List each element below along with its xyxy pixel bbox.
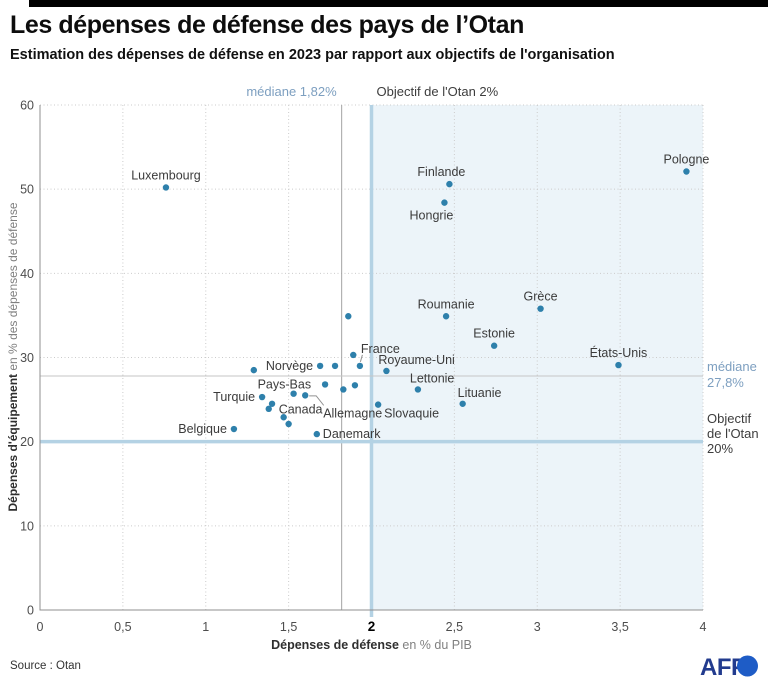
data-point xyxy=(442,313,450,320)
y-axis-title-rest: en % des dépenses de défense xyxy=(6,202,20,374)
target-y-label: Objectif de l'Otan 20% xyxy=(707,411,759,456)
data-point xyxy=(356,362,364,370)
target-y-label-line: de l'Otan xyxy=(707,426,759,441)
country-label: Pologne xyxy=(663,152,709,166)
data-point xyxy=(459,400,466,407)
x-axis-title: Dépenses de défense en % du PIB xyxy=(271,638,472,652)
y-tick-label: 0 xyxy=(27,604,34,618)
y-axis-title-bold: Dépenses d'équipement xyxy=(6,374,20,512)
y-tick-label: 30 xyxy=(20,351,34,365)
country-label: Lettonie xyxy=(410,371,455,385)
data-point xyxy=(374,401,382,408)
reference-annotations: médiane 1,82% Objectif de l'Otan 2% médian… xyxy=(246,84,758,456)
data-points xyxy=(162,168,690,438)
country-label: Hongrie xyxy=(410,209,454,223)
x-axis-title-rest: en % du PIB xyxy=(399,638,472,652)
axis-titles: Dépenses de défense en % du PIBDépenses … xyxy=(6,202,472,652)
data-point xyxy=(162,184,170,191)
country-label: Belgique xyxy=(178,422,227,436)
label-leader-line xyxy=(359,354,363,363)
country-label: Royaume-Uni xyxy=(378,353,454,367)
data-point xyxy=(446,180,453,188)
country-label: Allemagne xyxy=(323,406,382,420)
x-tick-label: 2 xyxy=(368,619,376,634)
data-point xyxy=(683,168,690,175)
country-label: France xyxy=(361,342,400,356)
data-point xyxy=(490,342,498,349)
country-label: Roumanie xyxy=(418,297,475,311)
country-label: Finlande xyxy=(417,165,465,179)
country-label: Danemark xyxy=(323,427,381,441)
data-point xyxy=(250,366,258,374)
top-black-bar xyxy=(29,0,768,7)
afp-logo-globe-icon xyxy=(737,655,758,677)
country-label: Pays-Bas xyxy=(258,377,312,391)
data-point xyxy=(331,362,339,370)
country-label: États-Unis xyxy=(590,345,648,360)
data-point xyxy=(285,420,292,428)
country-label: Slovaquie xyxy=(384,407,439,421)
x-tick-label: 4 xyxy=(700,620,707,634)
source-credit: Source : Otan xyxy=(10,660,81,672)
data-point xyxy=(230,425,238,433)
data-point xyxy=(441,199,448,206)
x-tick-label: 2,5 xyxy=(446,620,463,634)
y-tick-label: 20 xyxy=(20,435,34,449)
data-point xyxy=(340,386,347,393)
data-point xyxy=(313,430,321,438)
data-point xyxy=(321,381,329,388)
median-y-label: médiane 27,8% xyxy=(707,359,757,390)
data-point xyxy=(345,313,352,320)
label-leader-line xyxy=(309,395,325,406)
x-tick-label: 3 xyxy=(534,620,541,634)
x-tick-label: 0 xyxy=(37,620,44,634)
data-point xyxy=(615,361,622,369)
data-point xyxy=(316,362,324,370)
country-label: Turquie xyxy=(213,390,255,404)
country-label: Grèce xyxy=(524,290,558,304)
reference-lines xyxy=(40,105,703,617)
x-tick-label: 1,5 xyxy=(280,620,297,634)
axes xyxy=(39,105,703,611)
data-point xyxy=(268,400,276,407)
page-title: Les dépenses de défense des pays de l’Ot… xyxy=(10,11,524,39)
x-tick-label: 0,5 xyxy=(114,620,131,634)
tick-labels: 0 10 20 30 40 50 60 0 0,5 1 1,5 2 2,5 3 3,5 4 xyxy=(20,99,706,635)
target-y-label-line: Objectif xyxy=(707,411,751,426)
x-axis-title-bold: Dépenses de défense xyxy=(271,638,399,652)
chart-footer: Source : Otan AFP xyxy=(10,654,758,681)
page-subtitle: Estimation des dépenses de défense en 20… xyxy=(10,47,615,63)
country-label: Canada xyxy=(279,403,323,417)
country-label: Luxembourg xyxy=(131,168,201,182)
data-point xyxy=(350,351,357,359)
y-tick-label: 10 xyxy=(20,519,34,533)
data-point xyxy=(290,390,297,397)
y-tick-label: 50 xyxy=(20,183,34,197)
y-tick-label: 60 xyxy=(20,99,34,113)
median-x-label: médiane 1,82% xyxy=(246,84,337,99)
y-axis-title: Dépenses d'équipement en % des dépenses … xyxy=(6,202,20,511)
data-point xyxy=(258,393,266,401)
axis-lines xyxy=(39,105,703,611)
median-y-label-line: 27,8% xyxy=(707,375,744,390)
median-y-label-line: médiane xyxy=(707,359,757,374)
target-x-label: Objectif de l'Otan 2% xyxy=(377,84,499,99)
data-point xyxy=(265,405,272,413)
data-point xyxy=(351,382,359,389)
country-labels: Luxembourg Pologne Finlande Hongrie Roumanie… xyxy=(131,152,709,441)
x-tick-label: 3,5 xyxy=(611,620,628,634)
y-tick-label: 40 xyxy=(20,267,34,281)
data-point xyxy=(537,305,544,312)
data-point xyxy=(302,392,309,399)
x-tick-label: 1 xyxy=(202,620,209,634)
data-point xyxy=(280,414,287,421)
country-label: Estonie xyxy=(473,327,515,341)
data-point xyxy=(383,367,390,375)
country-label: Lituanie xyxy=(458,386,502,400)
target-y-label-line: 20% xyxy=(707,441,733,456)
country-label: Norvège xyxy=(266,359,313,373)
data-point xyxy=(414,386,422,393)
